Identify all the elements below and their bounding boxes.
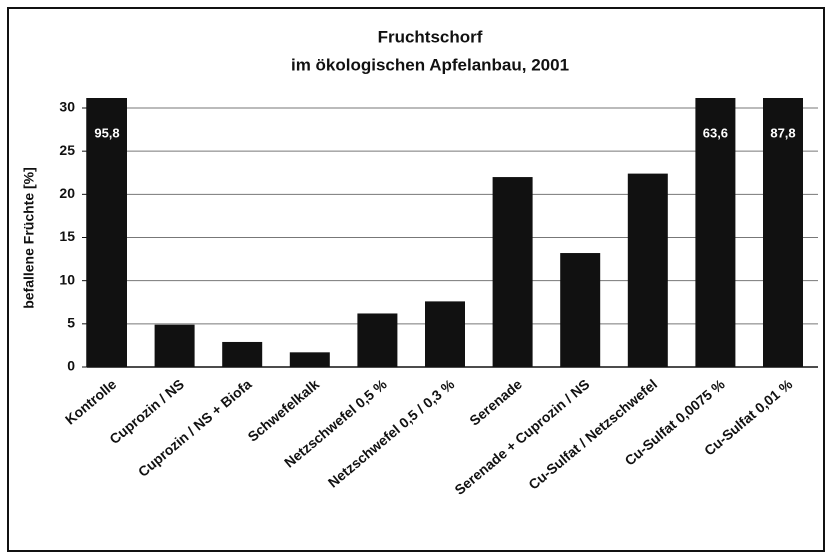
y-tick-label: 25 xyxy=(59,142,75,158)
plot-area xyxy=(87,98,803,368)
y-tick-label: 30 xyxy=(59,99,75,115)
bar xyxy=(87,98,127,367)
value-label: 87,8 xyxy=(770,125,795,140)
chart-border xyxy=(7,7,825,552)
chart-title: im ökologischen Apfelanbau, 2001 xyxy=(291,55,569,74)
y-tick-label: 20 xyxy=(59,185,75,201)
bar xyxy=(695,98,736,368)
value-label: 63,6 xyxy=(703,125,728,140)
y-tick-label: 15 xyxy=(59,228,75,244)
chart-title: Fruchtschorf xyxy=(378,27,483,46)
bar xyxy=(289,352,330,367)
y-tick-label: 5 xyxy=(67,315,75,331)
y-tick-label: 0 xyxy=(67,358,75,374)
bar xyxy=(357,313,398,367)
bar xyxy=(627,173,668,367)
bar xyxy=(492,177,533,367)
bar xyxy=(154,324,195,367)
bar xyxy=(560,253,601,367)
bar xyxy=(222,341,263,367)
y-tick-label: 10 xyxy=(59,271,75,287)
value-label: 95,8 xyxy=(94,125,119,140)
bar xyxy=(425,301,465,367)
bar xyxy=(763,98,803,367)
y-axis-label: befallene Früchte [%] xyxy=(21,167,37,309)
